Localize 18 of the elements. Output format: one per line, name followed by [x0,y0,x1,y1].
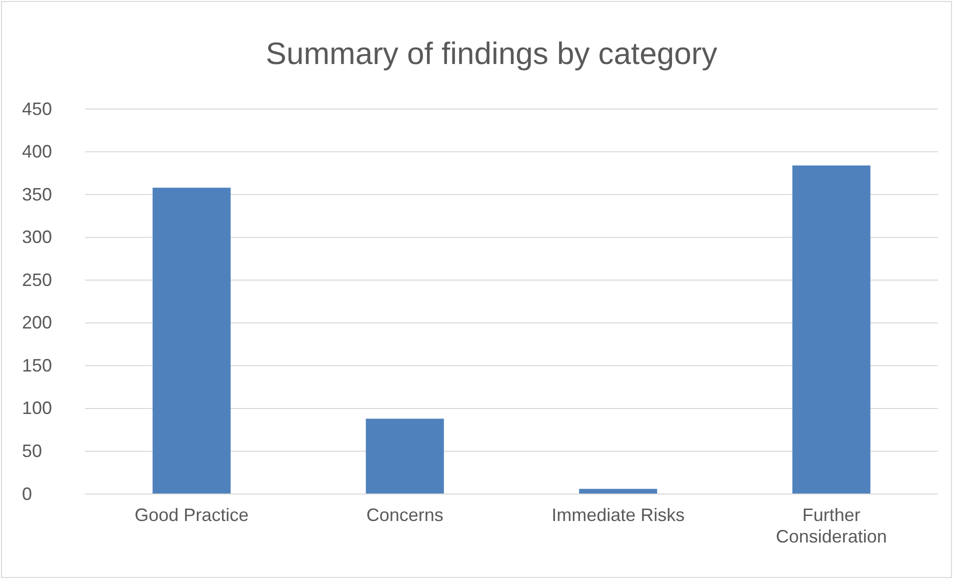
x-tick-label: Good Practice [134,504,249,525]
y-tick-label: 350 [22,184,52,204]
chart-title: Summary of findings by category [266,36,718,71]
x-tick-label: Further Consideration [776,504,887,546]
y-tick-label: 450 [22,98,52,119]
y-tick-label: 200 [22,312,52,333]
y-tick-label: 300 [22,227,52,248]
x-tick-label: Concerns [366,504,444,525]
y-tick-label: 0 [22,484,32,504]
y-tick-label: 250 [22,270,52,290]
bar [792,165,870,494]
y-tick-label: 50 [22,440,42,461]
y-tick-label: 150 [22,355,52,376]
x-tick-label: Immediate Risks [552,504,685,525]
bar [152,188,231,494]
y-tick-label: 400 [22,142,52,162]
bar [366,418,444,494]
y-tick-label: 100 [22,398,52,418]
